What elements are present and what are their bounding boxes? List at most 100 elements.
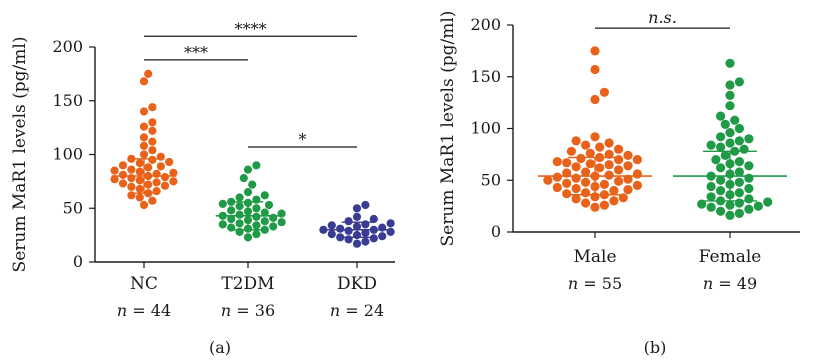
x-tick-label: NC — [130, 274, 158, 294]
data-point — [135, 167, 144, 176]
data-point — [252, 204, 261, 213]
data-point — [269, 222, 278, 231]
data-point — [552, 182, 562, 193]
data-point — [127, 191, 136, 200]
data-point — [725, 80, 735, 90]
data-point — [734, 123, 745, 134]
data-point — [344, 235, 353, 244]
data-point — [697, 199, 707, 209]
data-point — [581, 140, 591, 150]
data-point — [118, 170, 128, 179]
data-point — [562, 168, 572, 178]
data-point — [327, 230, 336, 239]
data-point — [734, 136, 745, 146]
data-point — [618, 193, 628, 203]
data-point — [361, 200, 370, 210]
data-point — [581, 177, 591, 187]
data-point — [227, 223, 236, 232]
y-tick-label: 100 — [470, 119, 501, 138]
data-point — [571, 173, 581, 183]
data-point — [632, 180, 643, 190]
data-point — [609, 186, 619, 196]
data-point — [590, 132, 600, 142]
data-point — [327, 221, 336, 230]
data-point — [744, 134, 754, 144]
data-point — [614, 165, 624, 175]
series-nc — [110, 69, 178, 210]
y-tick-label: 0 — [491, 222, 501, 241]
data-point — [227, 214, 236, 224]
data-point — [632, 155, 643, 165]
data-point — [152, 187, 161, 196]
x-tick-label: Female — [699, 247, 762, 267]
y-tick-label: 200 — [470, 15, 501, 34]
data-point — [336, 233, 345, 242]
data-point — [590, 64, 600, 75]
data-point — [566, 146, 577, 156]
data-point — [260, 217, 269, 226]
data-point — [156, 162, 165, 171]
data-point — [139, 141, 149, 150]
data-point — [144, 69, 153, 78]
group-n-label: n = 44 — [117, 301, 171, 320]
data-point — [571, 194, 581, 204]
data-point — [243, 233, 253, 242]
data-point — [734, 157, 745, 167]
data-point — [614, 155, 624, 165]
data-point — [239, 174, 248, 183]
data-point — [739, 144, 749, 154]
data-point — [543, 175, 553, 185]
data-point — [706, 202, 716, 212]
significance-label: **** — [235, 19, 267, 38]
data-point — [720, 119, 730, 129]
data-point — [139, 77, 149, 86]
data-point — [744, 161, 754, 171]
data-point — [604, 170, 614, 180]
data-point — [562, 178, 572, 188]
data-point — [609, 196, 619, 206]
data-point — [599, 179, 610, 189]
group-n-label: n = 24 — [330, 301, 384, 320]
group-n-label: n = 49 — [703, 274, 757, 293]
series-female — [673, 58, 787, 220]
data-point — [623, 185, 633, 195]
data-point — [595, 142, 605, 152]
data-point — [716, 206, 726, 216]
series-dkd — [319, 200, 395, 248]
data-point — [725, 101, 735, 111]
data-point — [571, 136, 581, 146]
series-male — [538, 46, 652, 212]
data-point — [344, 217, 353, 226]
data-point — [716, 175, 726, 185]
data-point — [160, 173, 170, 182]
data-point — [734, 167, 745, 177]
x-tick-label: T2DM — [221, 274, 274, 294]
data-point — [260, 225, 269, 234]
data-point — [706, 140, 716, 150]
data-point — [277, 218, 286, 227]
data-point — [725, 210, 735, 220]
data-point — [319, 225, 328, 234]
y-axis-label: Serum MaR1 levels (pg/ml) — [438, 11, 458, 247]
data-point — [218, 199, 227, 208]
data-point — [144, 180, 153, 189]
data-point — [734, 177, 745, 187]
data-point — [369, 234, 378, 243]
data-point — [734, 77, 745, 87]
data-point — [562, 189, 572, 199]
data-point — [336, 224, 345, 233]
data-point — [156, 152, 165, 161]
data-point — [165, 157, 174, 167]
data-point — [361, 228, 370, 238]
data-point — [352, 239, 362, 248]
data-point — [763, 197, 773, 207]
data-point — [706, 192, 716, 202]
data-point — [148, 118, 157, 127]
series-t2dm — [215, 161, 286, 242]
significance-label: * — [299, 130, 307, 149]
y-tick-label: 50 — [481, 170, 501, 189]
data-point — [552, 172, 562, 182]
data-point — [590, 46, 600, 56]
data-point — [139, 200, 149, 210]
